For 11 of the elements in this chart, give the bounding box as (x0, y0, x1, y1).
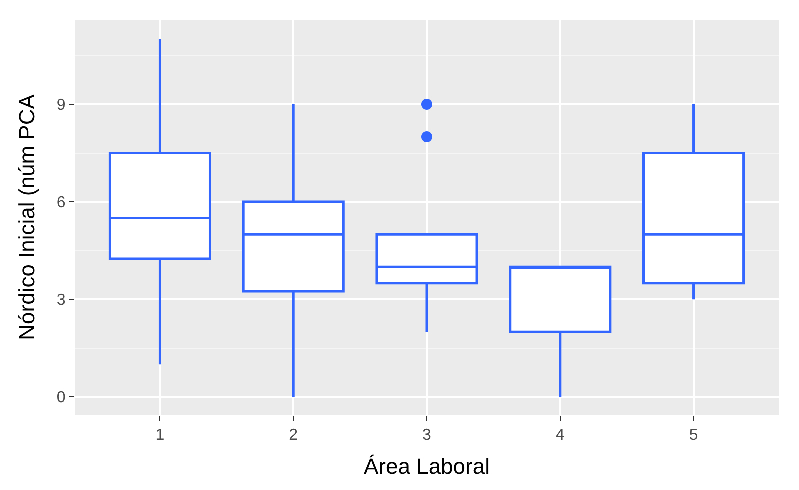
x-tick-label: 1 (156, 427, 165, 444)
x-tick-label: 4 (556, 427, 565, 444)
y-tick-label: 6 (56, 194, 66, 212)
y-tick-label: 0 (56, 390, 66, 407)
x-tick-label: 5 (689, 427, 698, 444)
y-tick-label: 3 (56, 292, 66, 310)
x-tick-label: 3 (422, 427, 432, 444)
x-axis-title: Área Laboral (364, 454, 490, 480)
y-tick-label: 9 (56, 97, 66, 114)
y-axis-title: Nórdico Inicial (núm PCA (14, 94, 40, 340)
x-tick-label: 2 (289, 427, 298, 444)
